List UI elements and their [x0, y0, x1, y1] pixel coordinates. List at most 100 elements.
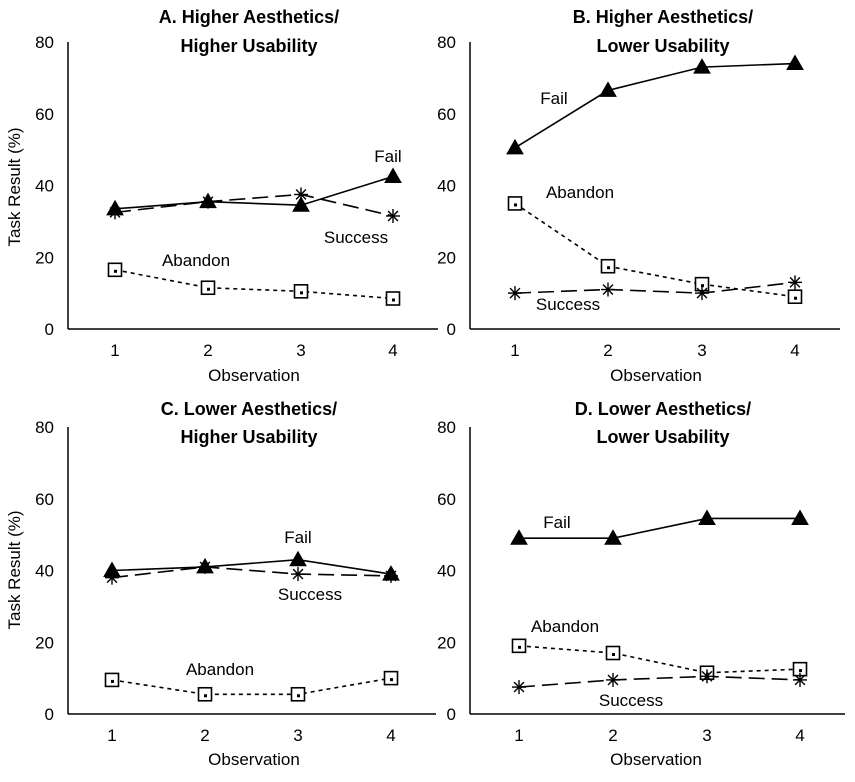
panel-d-success-point: [512, 680, 526, 695]
panel-c-xtick-label: 3: [293, 726, 302, 745]
panel-d-abandon-point-dot: [612, 653, 615, 657]
panel-d-abandon-point-dot: [799, 669, 802, 673]
panel-c-abandon-point-dot: [390, 678, 393, 682]
panel-a-abandon-point-dot: [300, 291, 303, 295]
panel-a-fail-point: [199, 192, 217, 209]
panel-d-fail-point: [604, 529, 622, 545]
panel-d-success-point-stroke: [607, 674, 619, 686]
panel-a-abandon-line: [114, 269, 394, 300]
panel-c-abandon-point-dot: [297, 694, 300, 698]
panel-d-success-label: Success: [599, 691, 663, 710]
panel-a-success-point-stroke: [387, 210, 399, 222]
panel-d-x-axis-label: Observation: [610, 750, 702, 769]
panel-a-success-label: Success: [324, 228, 388, 247]
panel-d-ytick-label: 0: [447, 705, 456, 724]
panel-d-fail-line: [519, 517, 800, 540]
panel-c-abandon-label: Abandon: [186, 660, 254, 679]
panel-d: D. Lower Aesthetics/Lower Usability 0 20 40…: [437, 399, 845, 769]
panel-a-success-point: [386, 208, 400, 223]
panel-d-ytick-label: 20: [437, 633, 456, 652]
panel-a-success-line: [114, 193, 394, 217]
panel-b-ytick-label: 40: [437, 177, 456, 196]
panel-a-fail-point: [106, 199, 124, 216]
panel-c-fail-label: Fail: [284, 528, 311, 547]
panel-b-success-point: [508, 286, 522, 301]
panel-c-abandon-point-dot: [111, 679, 114, 683]
panel-d-xtick-label: 3: [702, 726, 711, 745]
panel-b-abandon-point-dot: [701, 284, 704, 288]
panel-c-ytick-label: 40: [35, 562, 54, 581]
panel-c-x-axis-label: Observation: [208, 750, 300, 769]
panel-a-title-line-2: Higher Usability: [180, 36, 317, 56]
panel-a-title-line-1: A. Higher Aesthetics/: [159, 7, 339, 27]
panel-a-ytick-label: 20: [35, 248, 54, 267]
panel-d-success-line: [518, 675, 801, 688]
panel-b-success-point-stroke: [789, 276, 801, 288]
panel-d-success-point: [606, 672, 620, 687]
panel-b-ytick-label: 0: [447, 320, 456, 339]
panel-b-abandon-point-dot: [794, 296, 797, 300]
panel-a-ytick-label: 80: [35, 33, 54, 52]
panel-b-abandon-line: [514, 202, 796, 298]
panel-d-xtick-label: 2: [608, 726, 617, 745]
panel-a: A. Higher Aesthetics/Higher Usability 0 20…: [5, 7, 438, 385]
panel-d-abandon-line: [518, 645, 801, 674]
panel-c-ytick-label: 0: [45, 705, 54, 724]
panel-b-x-axis-label: Observation: [610, 366, 702, 385]
panel-b-ytick-label: 60: [437, 105, 456, 124]
panel-c-abandon-line: [111, 677, 392, 696]
panel-d-fail-point: [510, 529, 528, 545]
panel-d-ytick-label: 80: [437, 418, 456, 437]
panel-b-success-point-stroke: [602, 284, 614, 295]
panel-a-ytick-label: 40: [35, 177, 54, 196]
panel-c-ytick-label: 80: [35, 418, 54, 437]
panel-a-xtick-label: 2: [203, 341, 212, 360]
panel-b-success-line: [514, 281, 796, 294]
panel-b-abandon-point-dot: [607, 266, 610, 270]
panel-a-xtick-label: 1: [110, 341, 119, 360]
panel-d-success-point-stroke: [794, 674, 806, 686]
panel-c-xtick-label: 1: [107, 726, 116, 745]
panel-d-abandon-point-dot: [518, 645, 521, 649]
panel-b-abandon-point-dot: [514, 203, 517, 207]
panel-b-ytick-label: 20: [437, 248, 456, 267]
panel-c-success-line: [111, 566, 392, 579]
panel-d-fail-label: Fail: [543, 513, 570, 532]
panel-a-fail-label: Fail: [374, 147, 401, 166]
panel-c-success-label: Success: [278, 585, 342, 604]
panel-d-success-point: [700, 669, 714, 684]
panel-d-fail-point: [791, 509, 809, 525]
panel-b-success-point: [695, 286, 709, 301]
panel-b-fail-point: [786, 54, 804, 71]
panel-b-success-point: [601, 282, 615, 297]
panel-c-title-line-2: Higher Usability: [180, 427, 317, 447]
panel-b-success-point-stroke: [696, 287, 708, 299]
panel-a-x-axis-label: Observation: [208, 366, 300, 385]
panel-a-success-point: [294, 187, 308, 202]
panel-a-fail-point: [384, 167, 402, 184]
panel-a-fail-point: [292, 196, 310, 212]
panel-b-title-line-2: Lower Usability: [596, 36, 729, 56]
panel-b-ytick-label: 80: [437, 33, 456, 52]
panel-a-ytick-label: 60: [35, 105, 54, 124]
panel-b-xtick-label: 2: [603, 341, 612, 360]
panel-d-ytick-label: 60: [437, 490, 456, 509]
panel-d-title-line-1: D. Lower Aesthetics/: [575, 399, 751, 419]
panel-b-fail-point: [506, 138, 524, 155]
panel-c-title-line-1: C. Lower Aesthetics/: [161, 399, 337, 419]
panel-c-fail-point: [289, 550, 307, 567]
panel-a-success-point-stroke: [295, 189, 307, 200]
panel-d-success-point-stroke: [513, 681, 525, 693]
panel-d-xtick-label: 1: [514, 726, 523, 745]
panel-b: B. Higher Aesthetics/Lower Usability 0 20 4…: [437, 7, 840, 385]
panel-d-title-line-2: Lower Usability: [596, 427, 729, 447]
panel-a-xtick-label: 4: [388, 341, 397, 360]
panel-b-abandon-label: Abandon: [546, 183, 614, 202]
panel-d-success-point-stroke: [701, 670, 713, 682]
panel-d-abandon-label: Abandon: [531, 617, 599, 636]
panel-a-abandon-point-dot: [207, 287, 210, 291]
panel-a-abandon-label: Abandon: [162, 251, 230, 270]
panel-a-xtick-label: 3: [296, 341, 305, 360]
